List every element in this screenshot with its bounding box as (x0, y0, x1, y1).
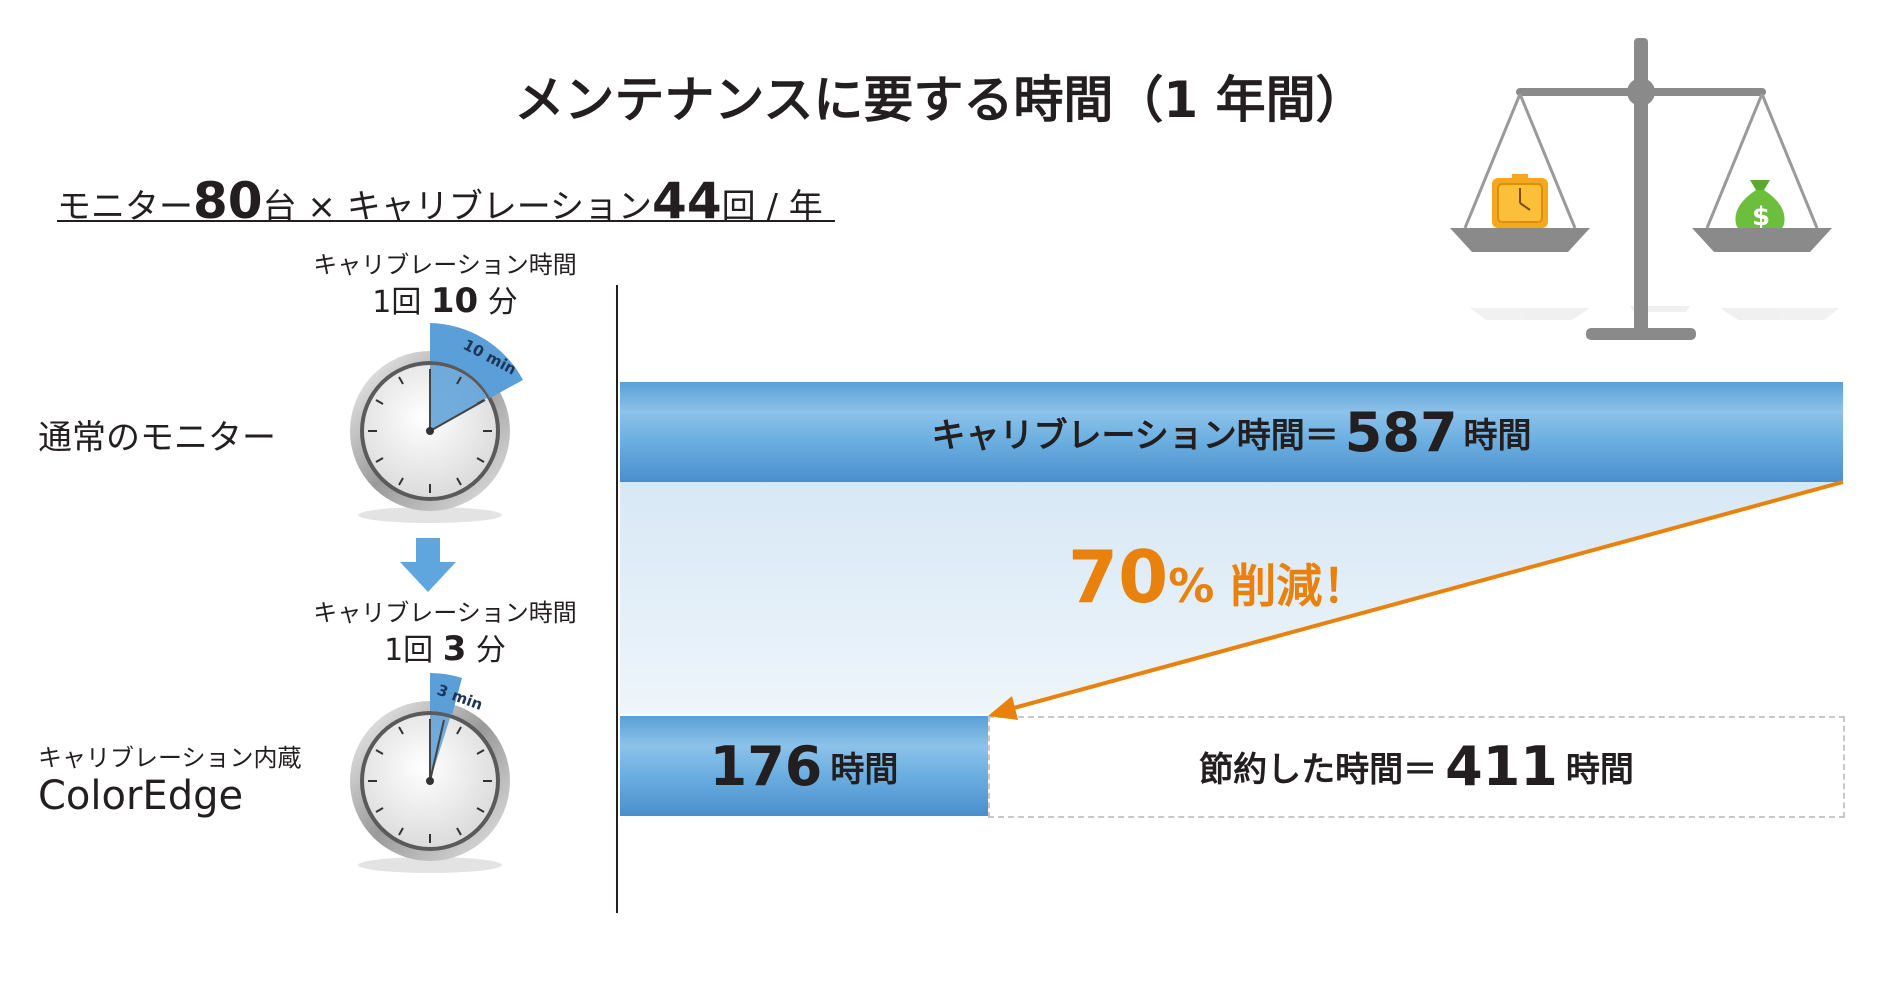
money-bag-icon: $ (1735, 180, 1785, 234)
normal-per-time-prefix: 1回 (372, 285, 422, 320)
down-arrow-icon (400, 538, 456, 592)
coloredge-per-time-unit: 分 (475, 633, 506, 668)
normal-calibration-header: キャリブレーション時間 1回 10 分 (285, 250, 605, 323)
normal-row-label: 通常のモニター (38, 418, 276, 458)
reduction-value: 70 (1068, 535, 1169, 619)
reduction-percent: % (1168, 559, 1215, 613)
saved-unit: 時間 (1565, 749, 1634, 790)
reduction-text: 削減！ (1214, 559, 1369, 613)
svg-text:$: $ (1752, 202, 1770, 232)
normal-per-time: 1回 10 分 (285, 280, 605, 323)
coloredge-row-label-big: ColorEdge (38, 773, 244, 819)
normal-per-time-value: 10 (430, 281, 479, 321)
saved-time-text: 節約した時間＝ 411 時間 (988, 716, 1845, 816)
coloredge-per-time: 1回 3 分 (285, 628, 605, 671)
reduction-label: 70% 削減！ (1068, 535, 1368, 619)
coloredge-calibration-header: キャリブレーション時間 1回 3 分 (285, 598, 605, 671)
saved-prefix: 節約した時間＝ (1199, 749, 1438, 790)
coloredge-per-time-value: 3 (442, 629, 467, 669)
axis-line (616, 285, 618, 913)
coloredge-bar (620, 716, 988, 816)
normal-bar-prefix: キャリブレーション時間＝ (931, 415, 1339, 456)
normal-per-time-unit: 分 (487, 285, 518, 320)
coloredge-bar-value: 176 (709, 734, 823, 798)
normal-bar-value: 587 (1344, 400, 1458, 464)
normal-bar-unit: 時間 (1463, 415, 1532, 456)
coloredge-row-label: キャリブレーション内蔵 ColorEdge (38, 738, 302, 819)
saved-value: 411 (1445, 734, 1558, 798)
alarm-clock-icon (1492, 174, 1548, 228)
normal-header-label: キャリブレーション時間 (313, 251, 577, 279)
coloredge-per-time-prefix: 1回 (384, 633, 434, 668)
normal-bar (620, 382, 1843, 482)
coloredge-bar-text: 176 時間 (620, 716, 988, 816)
normal-bar-text: キャリブレーション時間＝ 587 時間 (620, 382, 1843, 482)
stopwatch-icon: 10 min (350, 323, 523, 523)
saved-time-box (988, 716, 1845, 818)
coloredge-row-label-small: キャリブレーション内蔵 (38, 744, 302, 772)
formula-underline (57, 220, 835, 222)
page-title: メンテナンスに要する時間（1 年間） (514, 71, 1366, 129)
reduction-shade (620, 482, 1843, 714)
stopwatch-icon: 3 min (350, 673, 510, 873)
coloredge-header-label: キャリブレーション時間 (313, 599, 577, 627)
coloredge-bar-unit: 時間 (830, 749, 899, 790)
balance-scale-icon: $ (1450, 38, 1840, 340)
